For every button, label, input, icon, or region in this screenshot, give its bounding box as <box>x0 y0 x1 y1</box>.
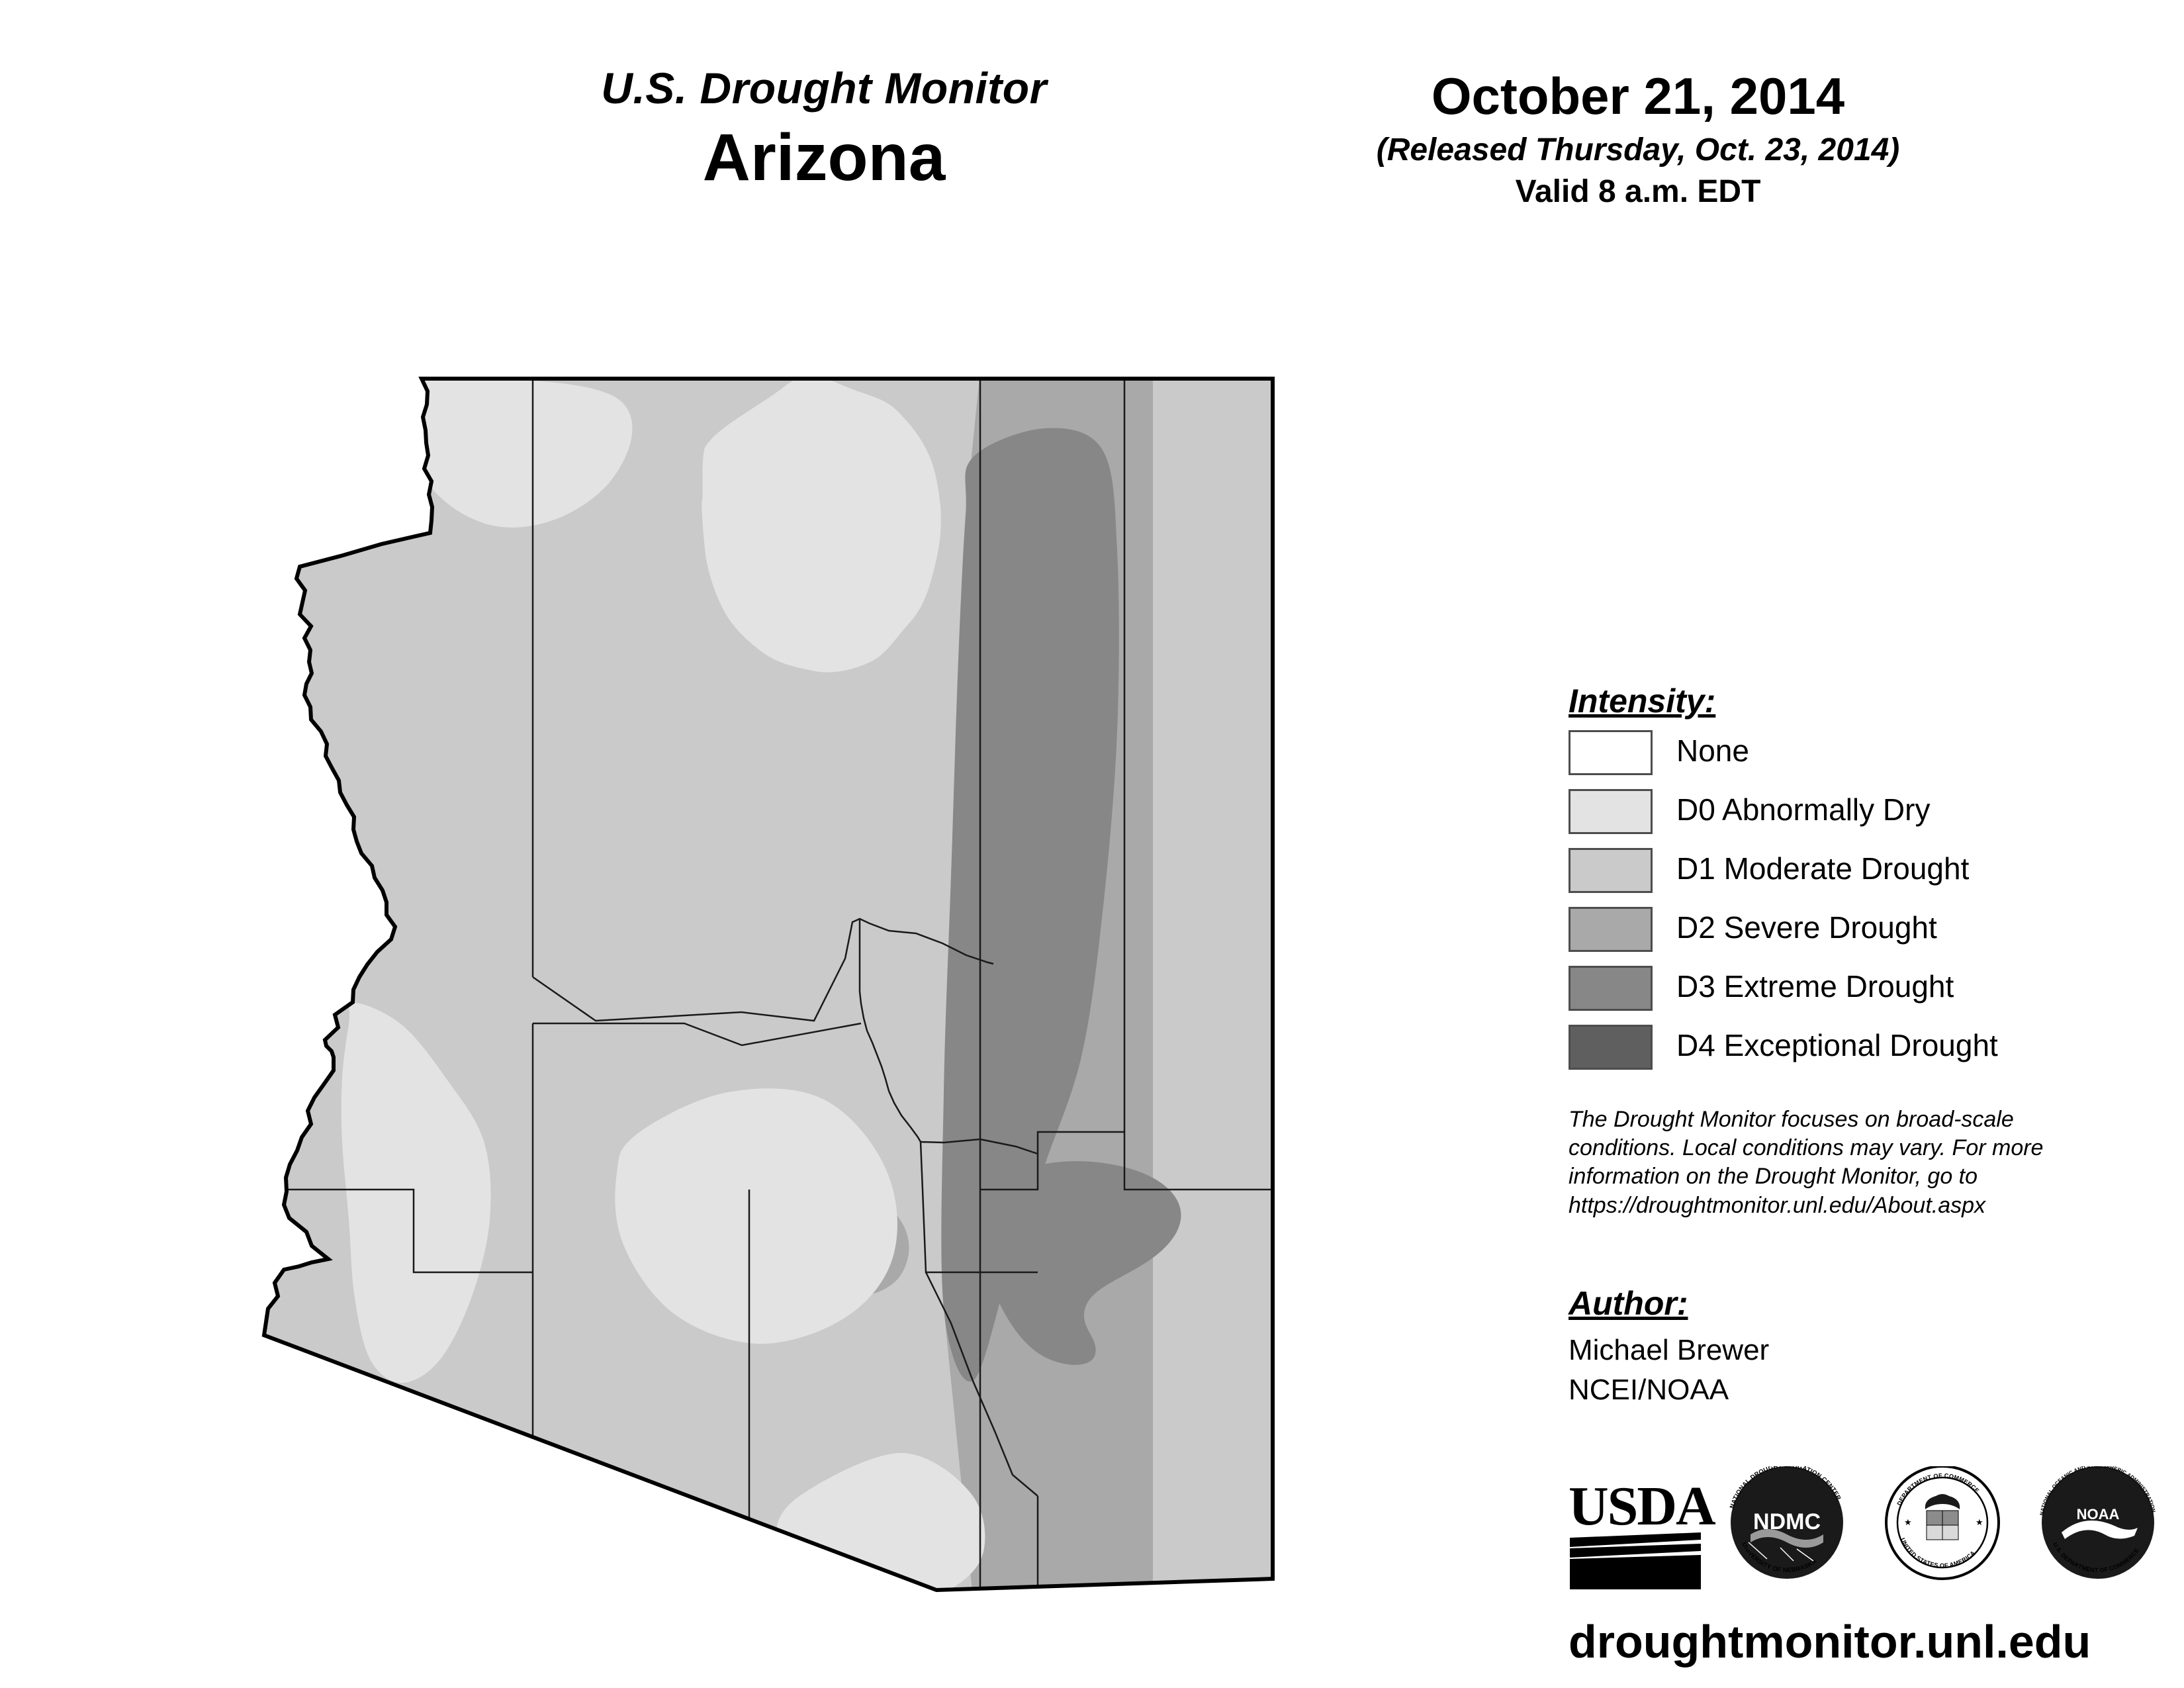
svg-text:USDA: USDA <box>1569 1476 1716 1537</box>
svg-text:★: ★ <box>1976 1517 1983 1527</box>
svg-text:★: ★ <box>1904 1517 1912 1527</box>
svg-text:NOAA: NOAA <box>2077 1506 2120 1523</box>
